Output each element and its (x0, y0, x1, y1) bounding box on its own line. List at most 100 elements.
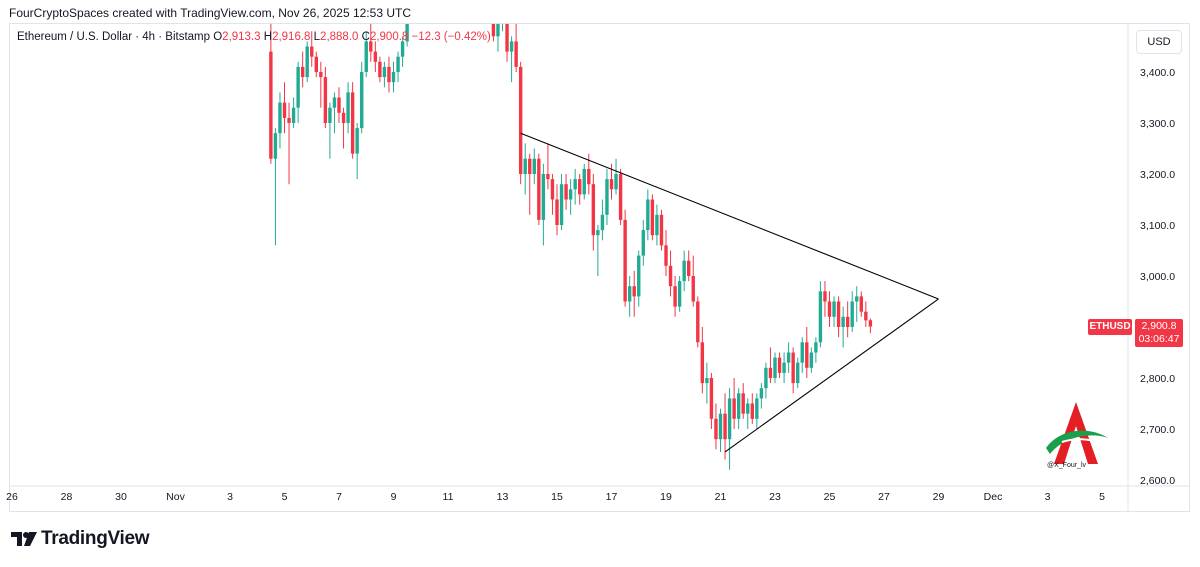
candle-body (391, 72, 396, 83)
tradingview-logo[interactable]: TradingView (11, 528, 150, 550)
last-price-label: 2,900.8 03:06:47 (1135, 319, 1183, 347)
candle-body (796, 362, 800, 384)
candle-body (491, 24, 496, 37)
candle-body (646, 199, 650, 231)
y-tick-label: 2,700.0 (1140, 424, 1175, 436)
candle-body (596, 230, 600, 236)
candle-body (777, 357, 782, 373)
candle-body (587, 168, 591, 185)
currency-button[interactable]: USD (1136, 30, 1182, 54)
legend-high-label: H (263, 31, 273, 43)
candle-body (573, 179, 577, 190)
legend-low-label: L (313, 31, 321, 43)
candle-body (346, 92, 350, 123)
candle-body (319, 72, 323, 78)
legend-symbol: Ethereum / U.S. Dollar · 4h · Bitstamp (17, 31, 211, 43)
candle-body (637, 255, 641, 297)
candle-body (496, 24, 500, 37)
candle-body (591, 184, 596, 236)
candle-body (800, 342, 804, 363)
x-tick-label: 15 (551, 491, 563, 503)
author-logo-watermark (1046, 402, 1108, 464)
plot-area (269, 16, 939, 470)
candle-body (627, 286, 632, 302)
candle-body (623, 219, 627, 302)
last-price-value: 2,900.8 (1141, 320, 1177, 332)
candle-body (578, 179, 582, 195)
candle-body (555, 199, 559, 225)
candle-body (528, 158, 532, 174)
candle-body (296, 66, 300, 108)
candle-body (382, 66, 387, 78)
x-tick-label: 25 (824, 491, 836, 503)
candle-body (632, 286, 636, 297)
candle-body (718, 413, 723, 440)
x-tick-label: 13 (497, 491, 509, 503)
candle-body (868, 320, 873, 327)
candle-body (659, 214, 664, 246)
x-tick-label: 28 (61, 491, 73, 503)
candle-body (364, 41, 368, 72)
candle-body (287, 117, 291, 123)
trendline-upper[interactable] (520, 132, 939, 300)
candle-body (755, 398, 759, 419)
y-tick-label: 3,300.0 (1140, 118, 1175, 130)
trendline-lower[interactable] (724, 298, 939, 453)
candle-body (550, 179, 555, 200)
y-tick-label: 3,000.0 (1140, 271, 1175, 283)
candle-body (709, 378, 714, 419)
candle-body (501, 16, 504, 21)
candle-body (814, 342, 818, 353)
x-tick-label: 9 (391, 491, 397, 503)
candle-body (682, 260, 686, 282)
x-tick-label: 5 (282, 491, 288, 503)
candle-body (641, 230, 645, 256)
candle-body (341, 112, 346, 123)
candle-body (746, 403, 750, 414)
candle-body (864, 311, 868, 321)
legend-high-value: 2,916.8 (272, 31, 311, 43)
candle-body (809, 352, 814, 368)
candle-body (855, 296, 859, 302)
x-tick-label: 7 (336, 491, 342, 503)
bar-countdown: 03:06:47 (1138, 333, 1180, 345)
watermark-handle: @X_Four_lv (1047, 462, 1087, 469)
candle-body (723, 413, 727, 440)
ticker-label: ETHUSD (1088, 319, 1132, 335)
candle-body (677, 281, 682, 307)
candle-body (741, 393, 745, 414)
candle-body (823, 291, 827, 302)
legend-change-value: −12.3 (−0.42%) (411, 31, 491, 43)
candle-body (355, 128, 359, 154)
candle-body (600, 214, 605, 231)
candle-body (705, 378, 709, 384)
x-tick-label: Nov (166, 491, 185, 503)
candle-body (859, 296, 863, 312)
candle-body (509, 41, 514, 52)
candle-body (328, 107, 332, 123)
legend-low-value: 2,888.0 (320, 31, 359, 43)
candle-body (764, 367, 768, 389)
candle-body (360, 72, 364, 129)
y-tick-label: 3,100.0 (1140, 220, 1175, 232)
chart-frame[interactable] (9, 23, 1190, 512)
candle-body (732, 398, 736, 419)
candle-body (278, 102, 282, 134)
candle-body (759, 388, 764, 399)
candle-body (523, 158, 527, 174)
x-tick-label: 27 (878, 491, 890, 503)
candle-body (668, 265, 673, 287)
candle-body (537, 158, 541, 220)
candle-body (655, 214, 659, 236)
tradingview-logo-icon (11, 530, 37, 548)
candle-body (614, 174, 618, 190)
candle-body (396, 56, 400, 72)
candle-body (618, 174, 623, 220)
x-tick-label: 23 (769, 491, 781, 503)
candle-body (332, 97, 337, 108)
x-tick-label: 3 (227, 491, 233, 503)
x-tick-label: 19 (660, 491, 672, 503)
y-tick-label: 2,600.0 (1140, 475, 1175, 487)
candle-body (714, 418, 718, 440)
